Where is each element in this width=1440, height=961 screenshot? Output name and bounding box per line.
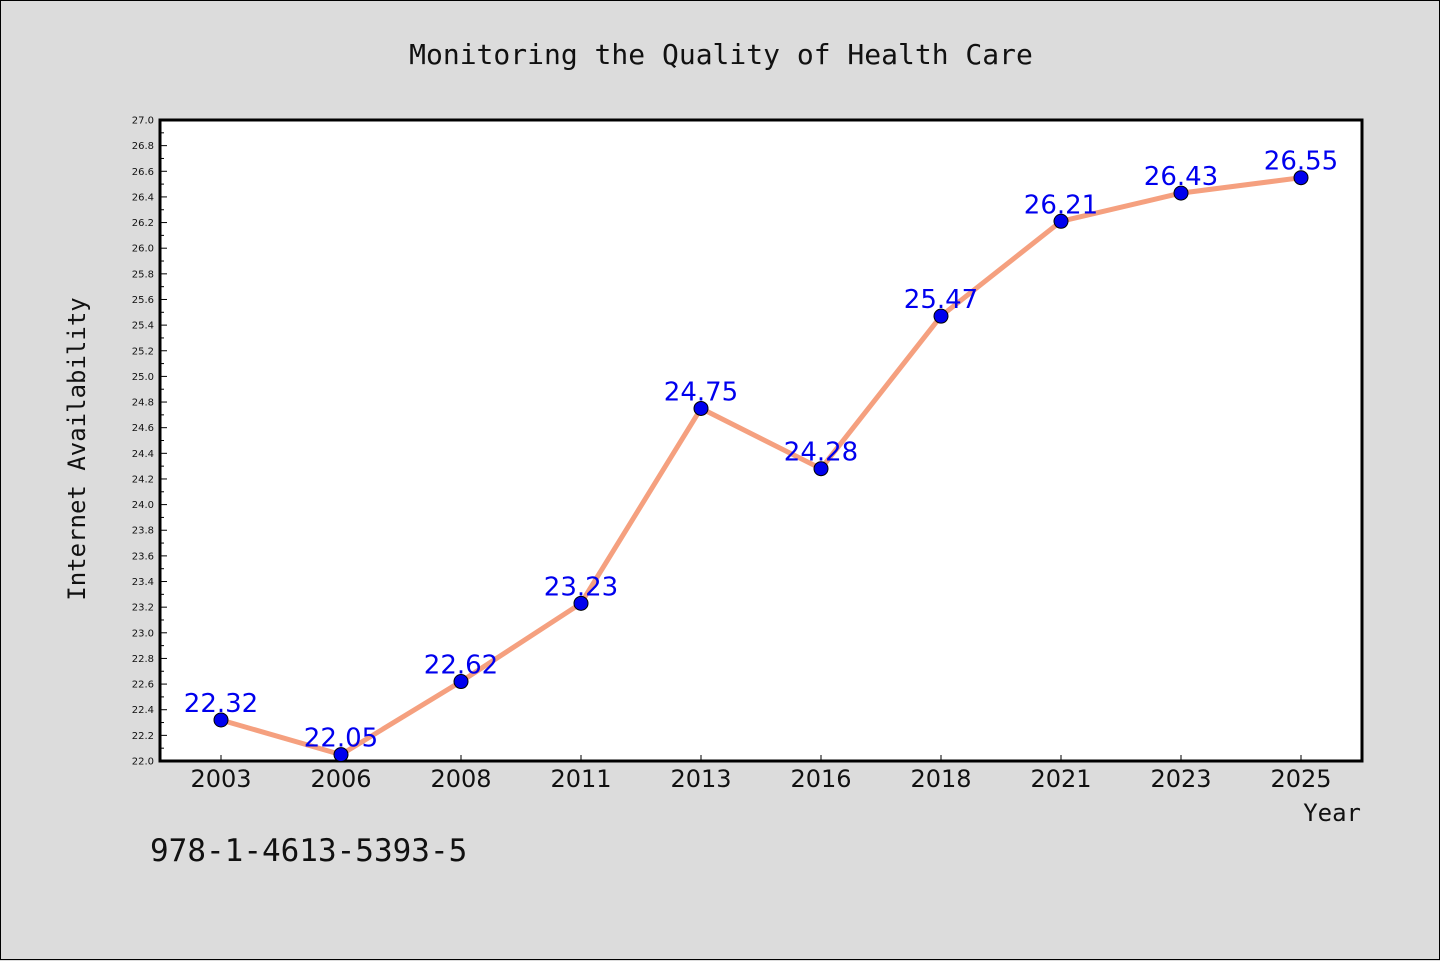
series-markers [213, 170, 1309, 763]
y-tick-label: 26.4 [132, 192, 154, 203]
data-point [1053, 213, 1069, 229]
y-tick-label: 22.2 [132, 731, 154, 742]
x-tick-label: 2003 [190, 765, 251, 793]
data-label: 22.62 [424, 651, 498, 681]
x-tick-label: 2006 [310, 765, 371, 793]
x-tick-label: 2013 [670, 765, 731, 793]
data-labels: 22.32 22.05 22.62 23.23 24.75 24.28 25.47 26.21… [184, 147, 1338, 754]
isbn-caption: 978-1-4613-5393-5 [150, 833, 468, 869]
y-tick-label: 26.0 [132, 244, 154, 255]
x-tick-label: 2021 [1030, 765, 1091, 793]
y-tick-label: 22.4 [132, 705, 154, 716]
y-tick-label: 25.2 [132, 346, 154, 357]
y-tick-label: 26.8 [132, 141, 154, 152]
data-label: 26.55 [1264, 147, 1338, 177]
data-point [1293, 170, 1309, 186]
data-point [1173, 185, 1189, 201]
x-tick-label: 2011 [550, 765, 611, 793]
data-point [933, 308, 949, 324]
y-tick-label: 25.0 [132, 372, 154, 383]
series-line [218, 175, 1304, 758]
y-tick-label: 23.0 [132, 628, 154, 639]
y-tick-label: 24.2 [132, 474, 154, 485]
y-tick-label: 27.0 [132, 116, 154, 127]
x-tick-label: 2018 [910, 765, 971, 793]
data-label: 25.47 [904, 285, 978, 315]
data-label: 26.21 [1024, 190, 1098, 220]
x-axis-title: Year [1303, 799, 1361, 827]
y-tick-label: 22.6 [132, 680, 154, 691]
data-point [333, 747, 349, 763]
y-tick-label: 25.8 [132, 269, 154, 280]
x-tick-label: 2016 [790, 765, 851, 793]
y-tick-label: 22.8 [132, 654, 154, 665]
y-tick-label: 25.6 [132, 295, 154, 306]
y-tick-label: 22.0 [132, 757, 154, 768]
y-tick-label: 25.4 [132, 321, 154, 332]
y-tick-label: 24.0 [132, 500, 154, 511]
x-tick-label: 2023 [1150, 765, 1211, 793]
y-axis-title: Internet Availability [63, 297, 91, 600]
data-label: 24.28 [784, 438, 858, 468]
y-tick-label: 26.6 [132, 167, 154, 178]
chart-title: Monitoring the Quality of Health Care [409, 38, 1033, 71]
y-tick-label: 24.4 [132, 449, 154, 460]
data-point [573, 595, 589, 611]
x-tick-label: 2008 [430, 765, 491, 793]
y-tick-label: 24.6 [132, 423, 154, 434]
data-label: 24.75 [664, 377, 738, 407]
data-label: 23.23 [544, 572, 618, 602]
data-point [813, 461, 829, 477]
data-point [693, 400, 709, 416]
y-tick-label: 23.8 [132, 526, 154, 537]
y-tick-label: 24.8 [132, 398, 154, 409]
data-point [453, 674, 469, 690]
y-tick-label: 23.6 [132, 551, 154, 562]
data-point [213, 712, 229, 728]
x-tick-label: 2025 [1270, 765, 1331, 793]
y-tick-label: 23.4 [132, 577, 154, 588]
data-label: 22.32 [184, 689, 258, 719]
y-tick-label: 26.2 [132, 218, 154, 229]
y-axis: 22.0 22.2 22.4 22.6 22.8 23.0 23.2 23.4 23.6 23.8… [132, 116, 167, 768]
y-tick-label: 23.2 [132, 603, 154, 614]
x-axis: 2003 2006 2008 2011 2013 2016 2018 2021 2023 2025 [190, 755, 1332, 793]
data-label: 22.05 [304, 724, 378, 754]
data-label: 26.43 [1144, 162, 1218, 192]
